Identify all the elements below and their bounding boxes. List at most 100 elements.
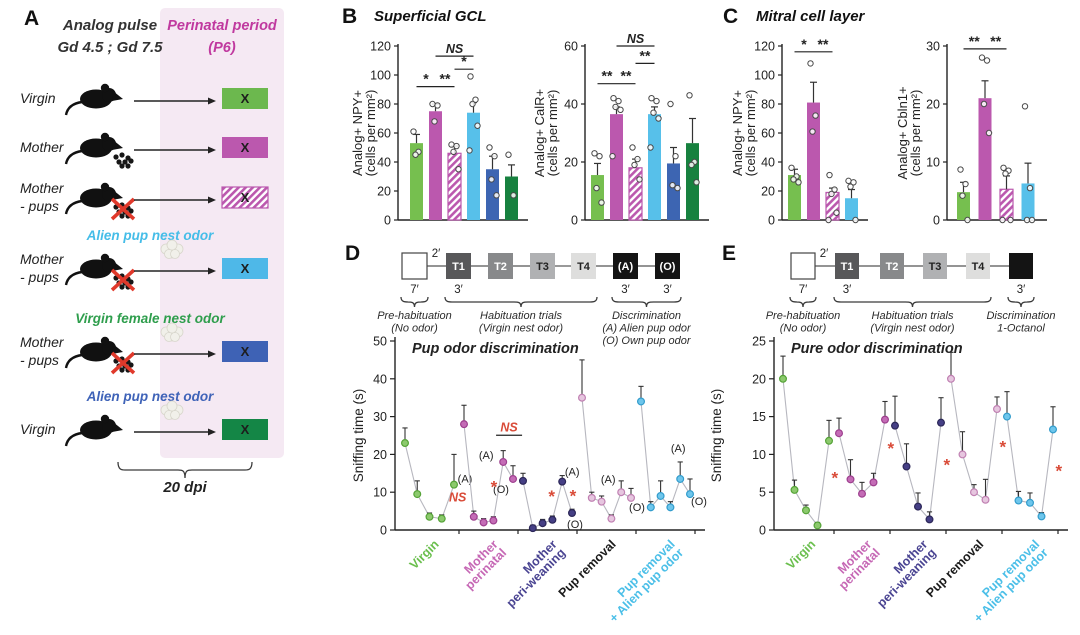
data-point bbox=[847, 183, 854, 190]
ns-marker: NS bbox=[500, 421, 518, 435]
data-point bbox=[964, 216, 971, 224]
data-point bbox=[598, 199, 605, 206]
red-x-icon bbox=[110, 268, 136, 292]
mouse-icon bbox=[64, 414, 123, 447]
data-point bbox=[937, 418, 946, 427]
data-point bbox=[636, 176, 643, 183]
significance-star: * bbox=[887, 439, 894, 458]
data-point bbox=[790, 485, 799, 494]
chart-superficial-gcl-npy: 0 20 40 60 80 100 120 Analog+ NPY+(cells per mm… bbox=[350, 40, 528, 228]
data-point bbox=[902, 462, 911, 471]
trial-box-label: T1 bbox=[841, 261, 854, 273]
mouse-tail bbox=[64, 149, 83, 165]
data-point bbox=[587, 493, 596, 502]
mouse-ear bbox=[100, 83, 110, 93]
pups-icon bbox=[119, 163, 125, 169]
pups-icon bbox=[125, 163, 131, 169]
data-point bbox=[617, 106, 624, 114]
pups-icon bbox=[119, 367, 125, 373]
stimulus-tag: (O) bbox=[493, 484, 509, 496]
data-point bbox=[672, 153, 679, 160]
odor-header: Alien pup nest odor bbox=[86, 228, 214, 243]
data-point bbox=[629, 144, 636, 151]
y-tick-label: 0 bbox=[768, 214, 775, 228]
row-label: - pups bbox=[20, 269, 59, 285]
stimulus-tag: (A) bbox=[565, 467, 580, 479]
y-axis-title-text: Sniffing time (s) bbox=[709, 389, 724, 483]
data-point bbox=[489, 516, 498, 525]
y-axis-title-line: Analog+ CalR+ bbox=[532, 89, 547, 177]
data-point bbox=[925, 515, 934, 524]
panel-c-title: Mitral cell layer bbox=[756, 8, 865, 25]
data-point bbox=[596, 153, 603, 160]
trial-duration: 7′ bbox=[410, 284, 419, 296]
bar bbox=[807, 102, 820, 220]
mouse-snout bbox=[112, 190, 123, 200]
significance-label: ** bbox=[969, 33, 980, 49]
row-label: Mother bbox=[20, 139, 65, 155]
group-box bbox=[222, 258, 268, 279]
mouse-ear bbox=[100, 336, 110, 346]
group-label-line: Virgin bbox=[407, 537, 442, 572]
x-marker: X bbox=[241, 91, 250, 106]
data-point bbox=[983, 57, 991, 64]
x-marker: X bbox=[241, 140, 250, 155]
mouse-icon bbox=[64, 83, 123, 116]
trial-box bbox=[1009, 253, 1033, 279]
y-tick-label: 20 bbox=[752, 372, 766, 386]
panel-label-a: A bbox=[24, 7, 40, 30]
mouse-with-pups-icon bbox=[64, 336, 136, 375]
y-tick-label: 40 bbox=[761, 156, 775, 170]
data-point bbox=[985, 129, 993, 137]
data-point bbox=[578, 393, 587, 402]
data-point bbox=[790, 176, 797, 183]
trial-duration: 3′ bbox=[454, 284, 463, 296]
significance-label: * bbox=[423, 71, 429, 87]
data-point bbox=[809, 128, 816, 135]
y-tick-label: 20 bbox=[761, 185, 775, 199]
y-tick-label: 20 bbox=[926, 98, 940, 112]
data-point bbox=[828, 190, 835, 198]
band-subtitle: (P6) bbox=[208, 40, 236, 56]
data-point bbox=[455, 166, 462, 173]
y-axis-title-line: Analog+ NPY+ bbox=[730, 90, 745, 176]
x-marker: X bbox=[241, 190, 250, 205]
data-point bbox=[978, 54, 986, 61]
data-point bbox=[505, 151, 512, 158]
data-point bbox=[1007, 216, 1014, 224]
trial-box bbox=[446, 253, 471, 279]
pups-icon bbox=[119, 152, 125, 158]
stimulus-tag: (A) bbox=[458, 474, 473, 486]
gap-duration: 2′ bbox=[820, 248, 829, 260]
stimulus-tag: (O) bbox=[691, 496, 707, 508]
y-tick-label: 40 bbox=[377, 156, 391, 170]
phase-label: Discrimination bbox=[986, 310, 1055, 322]
group-label-line: Virgin bbox=[784, 537, 819, 572]
y-axis-title-text: Sniffing time (s) bbox=[351, 389, 366, 483]
data-point bbox=[993, 405, 1002, 414]
y-tick-label: 40 bbox=[564, 98, 578, 112]
data-point bbox=[412, 151, 419, 158]
chart-title: Pup odor discrimination bbox=[412, 341, 579, 357]
chart-title: Pure odor discrimination bbox=[791, 341, 963, 357]
data-point bbox=[519, 476, 528, 485]
data-point bbox=[812, 112, 819, 119]
group-label: Virgin bbox=[407, 537, 442, 572]
y-tick-label: 80 bbox=[761, 98, 775, 112]
arrow-head-icon bbox=[208, 267, 216, 275]
x-marker: X bbox=[241, 344, 250, 359]
data-point bbox=[647, 144, 654, 151]
odor-header: Alien pup nest odor bbox=[86, 389, 214, 404]
bar bbox=[978, 98, 992, 220]
pups-icon bbox=[128, 158, 134, 164]
data-point bbox=[474, 122, 481, 129]
trial-box-label: T2 bbox=[494, 261, 507, 273]
significance-label: ** bbox=[602, 68, 613, 84]
data-point bbox=[453, 142, 460, 150]
panel-label-d: D bbox=[345, 242, 361, 265]
nest-odor-ball-icon bbox=[160, 239, 184, 259]
y-axis-title-line: (cells per mm²) bbox=[363, 90, 378, 177]
mouse-snout bbox=[112, 344, 123, 354]
